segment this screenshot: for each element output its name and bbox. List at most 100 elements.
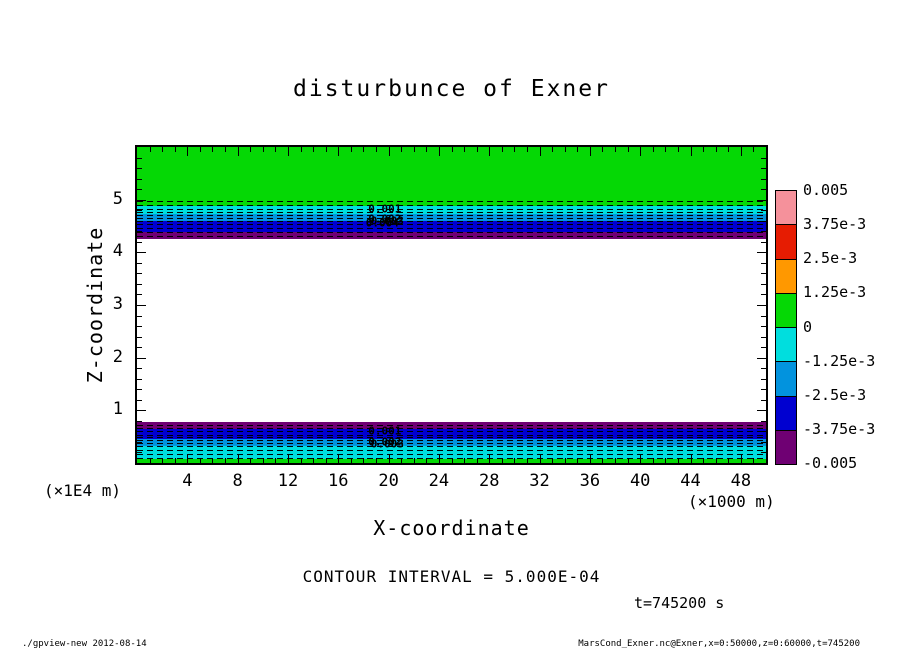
x-tick-label: 36	[579, 471, 601, 491]
x-tick	[740, 454, 742, 463]
x-tick	[338, 147, 340, 156]
y-tick	[757, 357, 766, 359]
x-tick	[275, 147, 277, 152]
contour-line	[137, 214, 766, 216]
y-tick	[761, 210, 766, 212]
x-tick	[325, 147, 327, 152]
x-tick	[564, 458, 566, 463]
x-tick	[715, 147, 717, 152]
plot-area: 0.001 0.002 0.003 0.004 0.001 0.002 0.003	[135, 145, 768, 465]
tone-band	[137, 238, 766, 423]
colorbar-segment	[776, 292, 796, 327]
contour-interval-label: CONTOUR INTERVAL = 5.000E-04	[302, 567, 601, 586]
y-tick	[757, 199, 766, 201]
x-tick	[262, 458, 264, 463]
y-tick	[137, 283, 142, 285]
tone-band	[137, 231, 766, 239]
y-tick	[757, 410, 766, 412]
y-tick	[757, 305, 766, 306]
footer-right: MarsCond_Exner.nc@Exner,x=0:50000,z=0:60…	[578, 639, 860, 649]
y-tick	[761, 347, 766, 349]
x-tick	[174, 147, 176, 152]
x-tick	[627, 147, 629, 152]
y-tick	[761, 441, 766, 443]
x-tick	[665, 147, 667, 152]
colorbar-label: -1.25e-3	[803, 351, 876, 370]
y-tick	[137, 336, 142, 338]
y-tick	[137, 441, 142, 443]
x-tick	[489, 147, 491, 156]
x-tick	[602, 458, 604, 463]
contour-label: 0.003	[370, 214, 404, 228]
x-tick	[187, 147, 189, 156]
x-tick	[728, 147, 730, 152]
x-tick	[350, 458, 352, 463]
x-tick	[413, 147, 415, 152]
x-tick-label: 8	[232, 471, 243, 491]
colorbar-segment	[776, 395, 796, 430]
y-tick	[137, 410, 146, 412]
x-tick	[149, 147, 151, 152]
x-tick	[212, 458, 214, 463]
y-tick	[761, 368, 766, 370]
x-tick	[753, 458, 755, 463]
colorbar	[775, 190, 797, 465]
y-tick	[137, 273, 142, 275]
x-tick	[451, 147, 453, 152]
x-axis-unit: (×1000 m)	[688, 492, 775, 511]
y-tick	[761, 399, 766, 401]
y-tick	[761, 220, 766, 222]
tone-band	[137, 446, 766, 459]
x-tick-label: 44	[680, 471, 701, 491]
colorbar-label: 2.5e-3	[803, 249, 858, 268]
x-tick	[313, 147, 315, 152]
contour-line	[137, 221, 766, 223]
x-tick	[627, 458, 629, 463]
y-tick	[137, 357, 146, 359]
x-tick	[703, 147, 705, 152]
x-tick	[715, 458, 717, 463]
x-tick	[162, 147, 164, 152]
y-tick	[761, 189, 766, 191]
x-axis-title: X-coordinate	[373, 516, 530, 540]
y-tick	[137, 241, 142, 243]
y-tick	[137, 347, 142, 349]
x-tick	[677, 147, 679, 152]
y-tick	[761, 231, 766, 233]
y-tick	[761, 336, 766, 338]
contour-label: 0.002	[368, 435, 402, 449]
y-tick	[137, 431, 142, 433]
contour-line	[137, 236, 766, 237]
tone-band	[137, 214, 766, 222]
contour-line	[137, 231, 766, 233]
x-tick	[577, 458, 579, 463]
x-tick	[476, 147, 478, 152]
y-tick	[137, 294, 142, 296]
colorbar-segment	[776, 361, 796, 396]
x-tick	[388, 454, 390, 463]
contour-line	[137, 424, 766, 426]
colorbar-label: -3.75e-3	[803, 419, 876, 438]
y-tick	[761, 452, 766, 454]
x-tick-label: 20	[378, 471, 399, 491]
contour-line	[137, 440, 766, 442]
y-tick	[761, 273, 766, 275]
x-tick-label: 40	[629, 471, 651, 491]
x-tick	[526, 458, 528, 463]
x-tick	[539, 147, 541, 156]
x-tick	[514, 147, 516, 152]
x-tick	[401, 147, 403, 152]
x-tick-label: 28	[478, 471, 500, 491]
x-tick	[615, 458, 617, 463]
x-tick	[464, 147, 466, 152]
colorbar-segment	[776, 327, 796, 362]
x-tick	[703, 458, 705, 463]
x-tick	[187, 454, 189, 463]
colorbar-label: -0.005	[803, 454, 858, 472]
colorbar-label: 0	[803, 317, 813, 336]
tone-band	[137, 206, 766, 215]
contour-line	[137, 209, 766, 211]
y-tick-label: 4	[112, 241, 123, 262]
colorbar-label: 3.75e-3	[803, 215, 867, 234]
